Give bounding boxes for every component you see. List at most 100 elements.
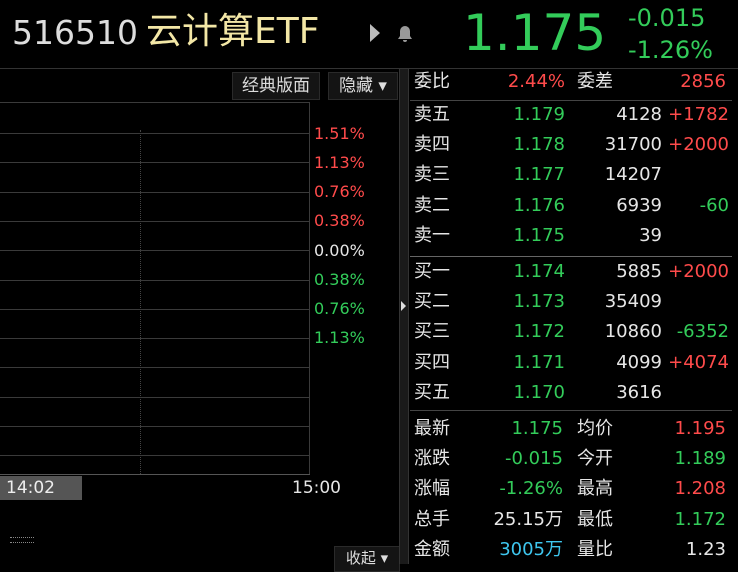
stat-value: 1.175 [511,418,563,439]
stat-value: 1.172 [674,508,726,530]
level-label: 卖一 [414,224,450,246]
divider [0,68,738,69]
grid-line [0,220,310,222]
stat-label: 最新 [414,418,450,439]
level-label: 买五 [414,381,450,403]
level-volume: 4128 [616,104,662,125]
stat-value: -0.015 [504,448,563,470]
grid-line [0,308,310,310]
level-delta: +2000 [668,134,729,156]
level-label: 买二 [414,291,450,313]
grid-line [0,133,310,134]
axis-label: 1.13% [314,328,365,347]
level-volume: 35409 [604,291,662,313]
last-price: 1.175 [463,4,607,62]
stat-label: 量比 [577,538,613,560]
grid-line [0,338,310,340]
level-price: 1.174 [513,261,565,282]
stat-value: 1.189 [674,448,726,470]
level-price: 1.178 [513,134,565,156]
grid-line [0,455,310,457]
level-volume: 10860 [604,321,662,343]
axis-label: 0.00% [314,241,365,260]
level-delta: -60 [699,194,729,216]
level-delta: +1782 [668,104,729,125]
stock-code: 516510 [12,13,138,52]
collapse-button[interactable]: 收起 ▾ [334,546,400,572]
chart-top-line [0,102,310,103]
splitter-arrow[interactable] [398,300,408,312]
level-volume: 5885 [616,261,662,282]
grid-line [0,426,310,427]
level-volume: 31700 [604,134,662,156]
stat-value: 1.195 [674,418,726,439]
price-change: -0.015 [628,4,706,32]
stat-value: 25.15万 [493,508,563,530]
grid-line [0,279,310,281]
price-change-pct: -1.26% [628,36,713,64]
cursor-time: 14:02 [0,476,82,500]
level-volume: 3616 [616,381,662,403]
grid-line [0,162,310,164]
classic-layout-button[interactable]: 经典版面 [232,72,320,100]
level-label: 买四 [414,351,450,373]
level-price: 1.179 [513,104,565,125]
level-volume: 39 [639,224,662,246]
stat-value: 3005万 [499,538,563,560]
grid-line [0,191,310,193]
level-price: 1.175 [513,224,565,246]
level-price: 1.173 [513,291,565,313]
grid-vertical [140,130,141,474]
level-volume: 4099 [616,351,662,373]
level-label: 卖三 [414,164,450,186]
stock-name: 云计算ETF [146,11,320,52]
stat-value: 1.23 [685,538,726,560]
divider [410,410,732,411]
level-price: 1.177 [513,164,565,186]
ratio-label: 委比 [414,71,450,92]
stat-value: 1.208 [674,478,726,500]
hide-label: 隐藏 [339,76,374,96]
level-label: 卖五 [414,104,450,125]
grid-line [0,250,310,252]
axis-label: 0.38% [314,270,365,289]
diff-value: 2856 [680,71,726,92]
stat-label: 今开 [577,448,613,470]
level-delta: -6352 [676,321,729,343]
stat-label: 涨跌 [414,448,450,470]
collapse-label: 收起 [345,549,376,567]
level-price: 1.172 [513,321,565,343]
divider [410,100,732,101]
diff-label: 委差 [577,71,613,92]
hide-button[interactable]: 隐藏 ▾ [328,72,398,100]
stat-label: 均价 [577,418,613,439]
stat-label: 总手 [414,508,450,530]
level-volume: 6939 [616,194,662,216]
divider [410,256,732,257]
level-label: 卖四 [414,134,450,156]
grid-line [0,396,310,398]
resize-handle[interactable] [10,537,34,543]
level-volume: 14207 [604,164,662,186]
splitter[interactable] [399,69,409,564]
stat-label: 最高 [577,478,613,500]
stat-label: 金额 [414,538,450,560]
level-delta: +4074 [668,351,729,373]
end-time: 15:00 [292,478,341,498]
level-price: 1.176 [513,194,565,216]
axis-line [309,102,310,474]
stat-value: -1.26% [499,478,563,500]
header-icons[interactable] [368,22,418,44]
level-price: 1.171 [513,351,565,373]
stat-label: 涨幅 [414,478,450,500]
level-label: 买三 [414,321,450,343]
axis-label: 1.13% [314,153,365,172]
axis-label: 1.51% [314,124,365,143]
time-axis [0,474,310,475]
level-label: 买一 [414,261,450,282]
axis-label: 0.76% [314,182,365,201]
grid-line [0,367,310,369]
ratio-value: 2.44% [507,71,565,92]
level-label: 卖二 [414,194,450,216]
